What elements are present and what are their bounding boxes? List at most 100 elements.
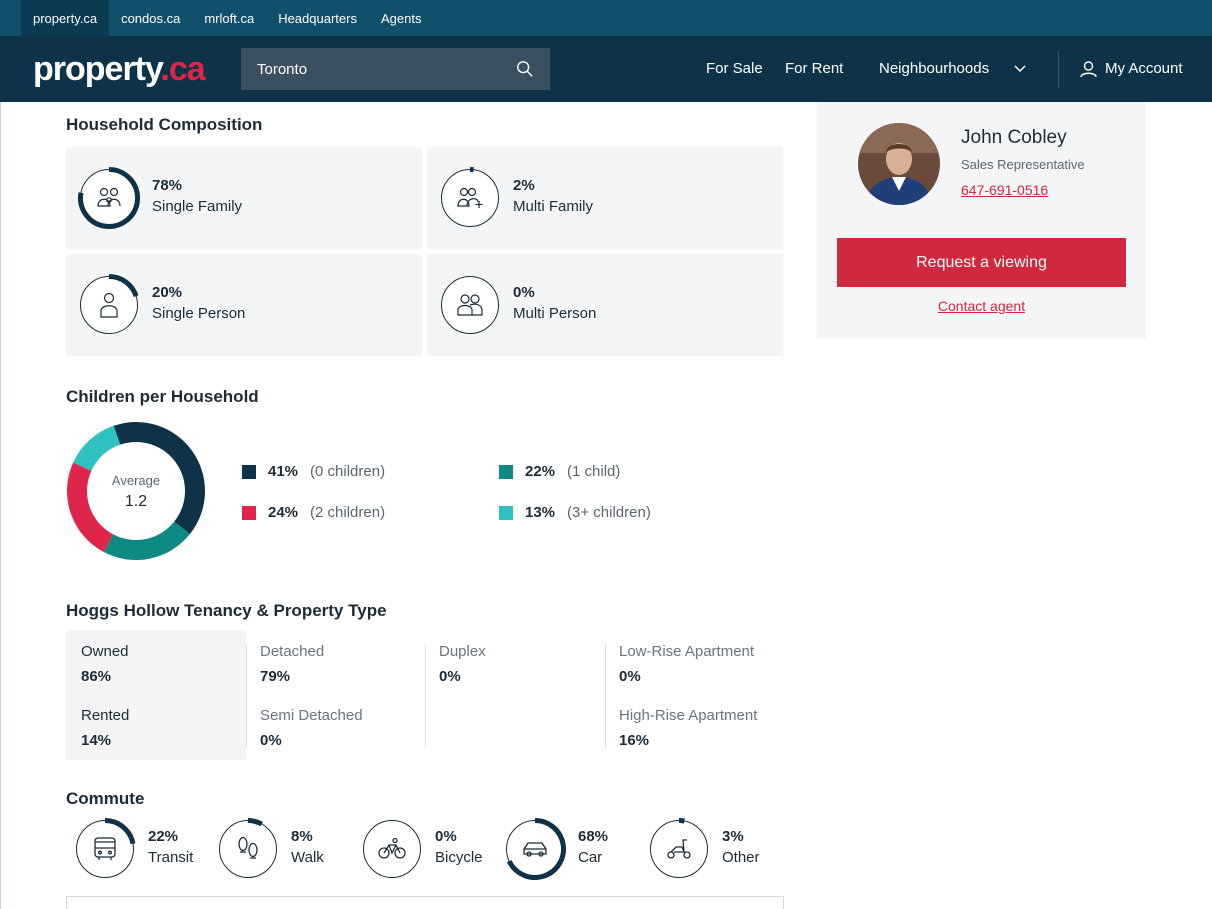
site-tab-mrloft[interactable]: mrloft.ca [204,10,255,26]
ring-progress-arc [678,818,685,824]
commute-ring [76,818,136,878]
commute-label: Bicycle [435,849,483,866]
legend-pct: 13% [525,504,556,521]
search-input[interactable] [257,60,516,78]
site-tab-headquarters[interactable]: Headquarters [278,10,357,26]
nav-for-rent[interactable]: For Rent [785,60,844,77]
search-box [241,48,550,90]
legend-desc: (1 child) [567,463,621,480]
ring-progress-arc [247,818,263,827]
commute-item-other: 3% Other [648,818,788,880]
donut-avg-value: 1.2 [125,493,147,510]
agent-avatar [858,123,940,205]
person-icon [100,292,118,318]
commute-item-bicycle: 0% Bicycle [361,818,501,880]
donut-avg-label: Average [112,473,160,488]
ring-progress-arc [506,818,566,880]
rented-value: 14% [81,732,112,749]
column-divider [425,645,426,747]
page-edge [0,102,1,909]
legend-desc: (2 children) [310,504,386,521]
ring-progress-arc [78,167,140,229]
agent-name: John Cobley [961,127,1067,148]
site-tab-property[interactable]: property.ca [21,0,110,36]
tenancy-title: Hoggs Hollow Tenancy & Property Type [66,601,387,620]
car-icon [523,842,547,857]
commute-pct: 68% [578,828,609,845]
household-pct: 0% [513,284,535,301]
legend-desc: (0 children) [310,463,386,480]
site-tab-condos[interactable]: condos.ca [121,10,181,26]
household-title: Household Composition [66,115,263,134]
commute-ring [363,820,421,878]
chevron-down-icon[interactable] [1014,65,1026,73]
agent-role: Sales Representative [961,157,1085,172]
commute-item-walk: 8% Walk [217,818,357,880]
site-switcher-bar: property.ca condos.ca mrloft.ca Headquar… [0,0,1212,36]
high-rise-value: 16% [619,732,650,749]
household-pct: 2% [513,177,535,194]
commute-ring [506,818,566,880]
household-label: Multi Family [513,198,594,215]
legend-item: 13% (3+ children) [499,504,651,521]
legend-swatch [242,464,256,479]
logo[interactable]: property.ca [33,50,206,89]
logo-main: property [33,50,161,88]
legend-swatch [499,505,513,520]
nav-neighbourhoods[interactable]: Neighbourhoods [879,60,990,77]
children-donut-chart: Average 1.2 [67,422,205,560]
duplex-value: 0% [439,668,461,685]
household-ring [80,274,139,334]
commute-label: Transit [148,849,194,866]
legend-pct: 24% [268,504,299,521]
commute-label: Walk [291,849,324,866]
donut-slice [67,462,114,552]
rented-label: Rented [81,707,130,724]
legend-desc: (3+ children) [567,504,651,521]
site-tab-agents[interactable]: Agents [380,10,422,26]
low-rise-value: 0% [619,668,641,685]
agent-phone-link[interactable]: 647-691-0516 [961,182,1049,198]
bus-icon [94,837,116,860]
legend-item: 24% (2 children) [242,504,385,521]
household-ring [78,167,140,229]
footprints-icon [238,836,258,859]
contact-agent-link[interactable]: Contact agent [937,298,1026,314]
household-card-multi-person: 0% Multi Person [427,254,783,356]
nav-my-account[interactable]: My Account [1105,60,1183,77]
donut-slice [73,425,121,471]
semi-detached-label: Semi Detached [260,707,363,724]
household-card-multi-family: 2% Multi Family [427,147,783,249]
household-ring [441,276,499,334]
multi-person-icon [457,294,483,316]
commute-label: Other [722,849,760,866]
donut-slice [113,422,205,535]
household-label: Multi Person [513,305,597,322]
semi-detached-value: 0% [260,732,282,749]
household-card-single-person: 20% Single Person [66,254,422,356]
column-divider [605,645,606,747]
request-viewing-button[interactable]: Request a viewing [837,238,1126,287]
commute-pct: 3% [722,828,744,845]
user-icon[interactable] [1080,61,1097,78]
commute-item-transit: 22% Transit [74,818,214,880]
tenure-box [66,630,246,760]
nav-for-sale[interactable]: For Sale [706,60,763,77]
duplex-label: Duplex [439,643,486,660]
legend-swatch [499,464,513,479]
commute-label: Car [578,849,603,866]
commute-ring [219,818,277,878]
household-pct: 20% [152,284,183,301]
household-label: Single Family [152,198,243,215]
high-rise-label: High-Rise Apartment [619,707,758,724]
owned-label: Owned [81,643,129,660]
household-ring [441,167,499,227]
agent-card: John Cobley Sales Representative 647-691… [817,102,1146,339]
commute-pct: 8% [291,828,313,845]
ring-progress-arc [108,274,139,298]
commute-item-car: 68% Car [504,818,644,880]
commute-title: Commute [66,789,145,808]
search-icon[interactable] [516,60,534,78]
commute-ring [650,818,708,878]
legend-swatch [242,505,256,520]
